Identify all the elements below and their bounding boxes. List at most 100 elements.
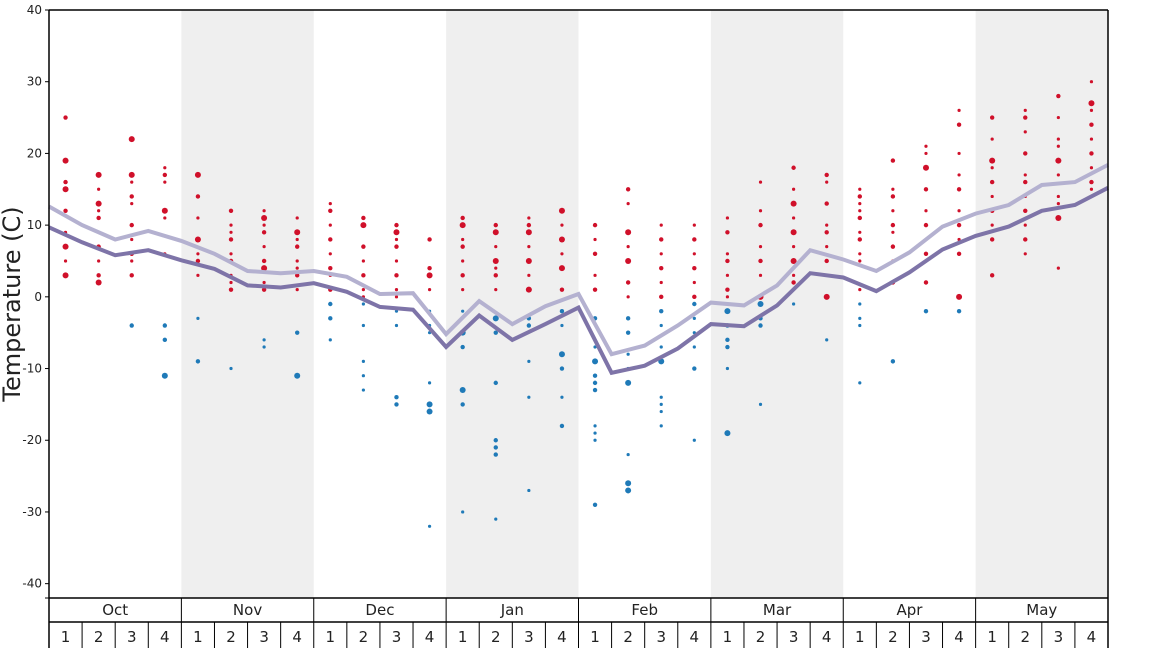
y-tick-label: 20 (27, 146, 42, 160)
warm-point (527, 245, 531, 249)
warm-point (95, 171, 102, 178)
cold-point (328, 338, 332, 342)
warm-point (525, 257, 532, 264)
warm-point (957, 151, 961, 156)
warm-point (196, 252, 200, 256)
cold-point (725, 344, 730, 350)
warm-point (957, 209, 961, 213)
warm-point (97, 209, 101, 213)
warm-point (923, 187, 929, 192)
warm-point (328, 237, 333, 242)
warm-point (1089, 122, 1094, 127)
cold-point (625, 379, 632, 386)
warm-point (461, 237, 465, 242)
warm-point (1023, 179, 1028, 185)
month-label-nov: Nov (233, 601, 262, 619)
warm-point (825, 223, 829, 227)
cold-point (460, 344, 465, 350)
warm-point (956, 251, 962, 257)
warm-point (461, 288, 465, 292)
week-label: 2 (226, 628, 236, 646)
month-label-oct: Oct (102, 601, 128, 619)
warm-point (626, 202, 630, 206)
warm-point (692, 252, 696, 256)
warm-point (328, 265, 333, 271)
warm-point (128, 171, 135, 178)
warm-point (692, 237, 697, 242)
week-label: 1 (193, 628, 203, 646)
warm-point (990, 194, 994, 199)
warm-point (659, 252, 663, 256)
cold-point (196, 316, 200, 320)
warm-point (989, 115, 995, 120)
warm-point (262, 223, 266, 227)
warm-point (758, 245, 763, 249)
warm-point (592, 251, 598, 257)
warm-point (1056, 115, 1060, 120)
warm-point (659, 294, 664, 300)
warm-point (62, 272, 69, 279)
month-label-may: May (1026, 601, 1057, 619)
warm-point (361, 215, 366, 221)
warm-point (890, 244, 896, 249)
month-label-jan: Jan (500, 601, 524, 619)
cold-point (394, 395, 399, 400)
cold-point (858, 323, 862, 328)
warm-point (659, 223, 663, 227)
warm-point (1056, 173, 1060, 177)
warm-point (1089, 166, 1094, 170)
warm-point (163, 180, 167, 184)
y-tick-label: -10 (22, 362, 42, 376)
cold-point (361, 374, 365, 378)
warm-point (758, 222, 763, 228)
warm-point (96, 273, 101, 278)
warm-point (792, 245, 796, 249)
cold-point (592, 358, 599, 365)
avg-high-line (48, 163, 1109, 357)
warm-point (858, 202, 862, 206)
warm-point (527, 216, 531, 220)
y-axis: 40 30 20 10 0 -10 -20 -30 -40 (22, 3, 49, 599)
cold-point (724, 308, 731, 315)
cold-point (659, 402, 663, 406)
warm-point (990, 137, 994, 141)
warm-point (560, 223, 564, 227)
warm-point (625, 187, 631, 192)
week-label: 2 (888, 628, 898, 646)
week-label: 3 (1054, 628, 1064, 646)
cold-point (361, 388, 365, 392)
warm-point (791, 280, 796, 285)
cold-point (692, 438, 696, 442)
warm-point (195, 194, 201, 199)
warm-point (295, 288, 299, 292)
warm-point (790, 257, 797, 264)
cold-point (161, 372, 168, 379)
warm-point (295, 273, 300, 278)
warm-point (229, 230, 233, 234)
warm-point (1055, 157, 1062, 164)
warm-point (62, 157, 69, 164)
warm-point (1089, 179, 1094, 185)
warm-point (261, 258, 267, 264)
warm-point (394, 288, 399, 292)
warm-point (989, 237, 995, 242)
warm-point (262, 245, 266, 249)
warm-point (129, 194, 134, 199)
warm-point (725, 273, 730, 277)
warm-point (525, 286, 532, 293)
warm-point (1023, 173, 1027, 177)
warm-point (494, 245, 498, 249)
cold-point (493, 452, 498, 457)
warm-point (328, 208, 333, 213)
week-label: 3 (921, 628, 931, 646)
warm-point (659, 265, 664, 271)
warm-point (394, 237, 399, 242)
cold-point (129, 323, 134, 328)
week-label: 1 (855, 628, 865, 646)
warm-point (196, 273, 200, 277)
warm-point (890, 158, 896, 163)
cold-point (229, 366, 233, 371)
warm-point (858, 252, 862, 256)
warm-point (956, 187, 962, 192)
